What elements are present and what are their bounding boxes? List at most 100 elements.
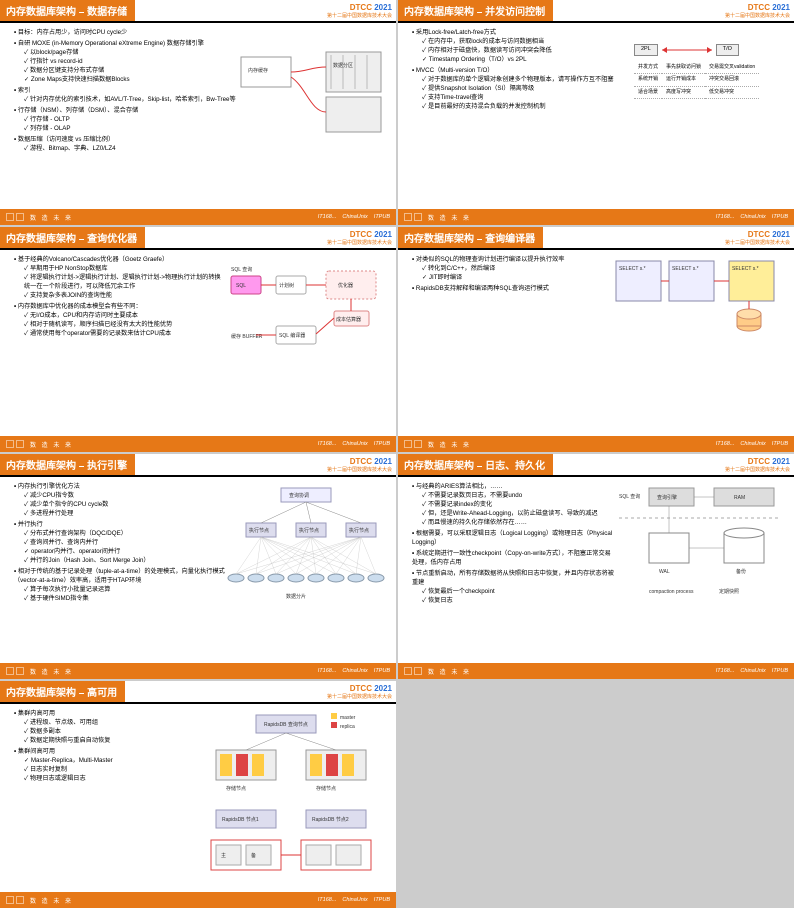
slide-body: 集群内高可用进程级、节点级、可用组数据多副本数据定期快照与重启自动恢复集群间高可… <box>0 704 396 884</box>
svg-text:存储节点: 存储节点 <box>316 785 336 792</box>
svg-text:查询引擎: 查询引擎 <box>657 494 677 501</box>
svg-text:查询协调: 查询协调 <box>289 492 309 499</box>
svg-text:内存缓存: 内存缓存 <box>248 67 268 74</box>
slide-header: 内存数据库架构 – 并发访问控制 DTCC 2021 第十二届中国数据库技术大会 <box>398 0 794 23</box>
sub-bullet: operator内并行、operator间并行 <box>24 548 226 557</box>
slide-footer: 数 造 未 来 IT168...ChinaUnixITPUB <box>0 663 396 679</box>
bullet-list: 基于经典的Volcano/Cascades优化器（Goetz Graefe）早期… <box>14 256 226 339</box>
svg-text:优化器: 优化器 <box>338 282 353 289</box>
sub-bullet: 内存相对于磁盘快，数据读写访问冲突会降低 <box>422 47 634 56</box>
logo-subtitle: 第十二届中国数据库技术大会 <box>327 693 392 700</box>
sub-bullet: 基于硬件SIMD指令集 <box>24 595 226 604</box>
bullet-item: 根据需要，可以采取逻辑日志（Logical Logging）或物理日志（Phys… <box>412 530 614 548</box>
bullet-item: 自研 MOXE (in-Memory Operational eXtreme E… <box>14 40 236 85</box>
footer-brand: IT168... <box>716 441 735 447</box>
svg-text:数据分片: 数据分片 <box>286 593 306 600</box>
sub-bullet: JIT即时编译 <box>422 274 614 283</box>
slide-header: 内存数据库架构 – 数据存储 DTCC 2021 第十二届中国数据库技术大会 <box>0 0 396 23</box>
sub-bullet: 不需要记录数页日志，不需要undo <box>422 492 614 501</box>
svg-text:RapidsDB 查询节点: RapidsDB 查询节点 <box>264 721 308 728</box>
slide-title: 内存数据库架构 – 数据存储 <box>0 0 135 21</box>
conference-logo: DTCC 2021 第十二届中国数据库技术大会 <box>323 683 396 701</box>
svg-text:WHERE r.c = ?: WHERE r.c = ? <box>732 256 766 258</box>
sub-bullet: 以block/page存储 <box>24 49 236 58</box>
bullet-item: 目标：内存占用少，访问时CPU cycle少 <box>14 29 236 38</box>
slide-header: 内存数据库架构 – 日志、持久化 DTCC 2021 第十二届中国数据库技术大会 <box>398 454 794 477</box>
sub-bullet: 针对内存优化的索引技术，如AVL/T-Tree，Skip-list，哈希索引，B… <box>24 96 236 105</box>
logo-title: DTCC 2021 <box>327 457 392 466</box>
footer-text: 数 造 未 来 <box>30 440 73 449</box>
concurrency-diagram: 2PL T/O 并发方式事先获取访问锁交易需交叉validation系统开销运行… <box>634 44 784 99</box>
exec-diagram: 查询协调 执行节点执行节点执行节点 数据分片 <box>226 483 386 623</box>
slide: 内存数据库架构 – 并发访问控制 DTCC 2021 第十二届中国数据库技术大会… <box>398 0 794 225</box>
svg-text:存储节点: 存储节点 <box>226 785 246 792</box>
footer-brand: IT168... <box>318 897 337 903</box>
slide-footer: 数 造 未 来 IT168...ChinaUnixITPUB <box>0 209 396 225</box>
logo-title: DTCC 2021 <box>327 684 392 693</box>
svg-text:replica: replica <box>340 724 355 730</box>
log-diagram: SQL 查询 查询引擎 RAM WAL 备份 compaction proces… <box>614 483 784 623</box>
footer-brand: ITPUB <box>374 214 390 220</box>
conference-logo: DTCC 2021 第十二届中国数据库技术大会 <box>323 2 396 20</box>
slide-header: 内存数据库架构 – 执行引擎 DTCC 2021 第十二届中国数据库技术大会 <box>0 454 396 477</box>
slide-body: 内存执行引擎优化方法减少CPU指令数减少单个指令的CPU cycle数多进程并行… <box>0 477 396 627</box>
bullet-list: 采用Lock-free/Latch-free方式在内存中，获取lock的成本与访… <box>412 29 634 112</box>
sub-bullet: 数据定期快照与重启自动恢复 <box>24 737 186 746</box>
footer-brand: ITPUB <box>374 441 390 447</box>
svg-text:WHERE r.c = 7: WHERE r.c = 7 <box>672 256 706 258</box>
bullet-item: 采用Lock-free/Latch-free方式在内存中，获取lock的成本与访… <box>412 29 634 65</box>
conference-logo: DTCC 2021 第十二届中国数据库技术大会 <box>721 456 794 474</box>
sub-bullet: 支持Time-travel查询 <box>422 94 634 103</box>
slide-body: 与经典的ARIES算法相比，……不需要记录数页日志，不需要undo不需要记录in… <box>398 477 794 627</box>
svg-text:定期快照: 定期快照 <box>719 588 739 595</box>
bullet-item: 相对于传统的基于记录处理（tuple-at-a-time）的处理模式，向量化执行… <box>14 568 226 604</box>
sub-bullet: 但，还是Write-Ahead-Logging，以防止磁盘读写、导致的减迟 <box>422 510 614 519</box>
slide-footer: 数 造 未 来 IT168...ChinaUnixITPUB <box>398 663 794 679</box>
footer-brand: ChinaUnix <box>740 441 765 447</box>
svg-text:WAL: WAL <box>659 569 670 575</box>
footer-brand: ChinaUnix <box>740 214 765 220</box>
svg-text:RAM: RAM <box>734 495 745 501</box>
sub-bullet: 数据多副本 <box>24 728 186 737</box>
svg-text:执行节点: 执行节点 <box>349 527 369 534</box>
footer-brand: IT168... <box>318 668 337 674</box>
bullet-item: RapidsDB支持解释和编译两种SQL查询运行模式 <box>412 285 614 294</box>
bullet-item: 集群间高可用Master-Replica，Multi-Master日志实时复制物… <box>14 748 186 784</box>
svg-text:备: 备 <box>251 852 256 859</box>
bullet-item: 节点重新启动，所有存储数据将从快照和日志中恢复，并且内存状态将被重建恢复最后一个… <box>412 570 614 606</box>
optimizer-diagram: SQL 查询 SQL 计划树 优化器 SQL 编译器 缓存 BUFFER 成本估… <box>226 256 386 376</box>
sub-bullet: 相对于随机读写，顺序扫描已经没有太大的性能优势 <box>24 321 226 330</box>
conference-logo: DTCC 2021 第十二届中国数据库技术大会 <box>721 2 794 20</box>
footer-brand: IT168... <box>318 441 337 447</box>
slide-body: 目标：内存占用少，访问时CPU cycle少自研 MOXE (in-Memory… <box>0 23 396 160</box>
svg-text:备份: 备份 <box>736 568 746 575</box>
sub-bullet: 行指针 vs record-id <box>24 58 236 67</box>
bullet-item: 对类似的SQL的物理查询计划进行编译以提升执行效率转化到C/C++，然后编译JI… <box>412 256 614 283</box>
sub-bullet: Zone Maps支持快速扫描数据Blocks <box>24 76 236 85</box>
bullet-list: 集群内高可用进程级、节点级、可用组数据多副本数据定期快照与重启自动恢复集群间高可… <box>14 710 186 784</box>
footer-text: 数 造 未 来 <box>428 667 471 676</box>
slide-title: 内存数据库架构 – 日志、持久化 <box>398 454 553 475</box>
sub-bullet: 物理日志或逻辑日志 <box>24 775 186 784</box>
svg-text:执行节点: 执行节点 <box>299 527 319 534</box>
sub-bullet: 恢复最后一个checkpoint <box>422 588 614 597</box>
svg-text:RapidsDB 节点1: RapidsDB 节点1 <box>222 817 259 823</box>
slide-footer: 数 造 未 来 IT168...ChinaUnixITPUB <box>398 209 794 225</box>
svg-text:SELECT s.*: SELECT s.* <box>672 266 699 272</box>
bullet-list: 内存执行引擎优化方法减少CPU指令数减少单个指令的CPU cycle数多进程并行… <box>14 483 226 604</box>
footer-text: 数 造 未 来 <box>428 213 471 222</box>
svg-text:SQL 查询: SQL 查询 <box>231 266 252 273</box>
logo-subtitle: 第十二届中国数据库技术大会 <box>725 12 790 19</box>
logo-subtitle: 第十二届中国数据库技术大会 <box>327 239 392 246</box>
sub-bullet: 早期用于HP NonStop数据库 <box>24 265 226 274</box>
logo-subtitle: 第十二届中国数据库技术大会 <box>725 239 790 246</box>
sub-bullet: 查询间并行、查询内并行 <box>24 539 226 548</box>
footer-brand: ChinaUnix <box>342 214 367 220</box>
slide-header: 内存数据库架构 – 查询编译器 DTCC 2021 第十二届中国数据库技术大会 <box>398 227 794 250</box>
sub-bullet: 支持复杂多表JOIN的查询性能 <box>24 292 226 301</box>
logo-title: DTCC 2021 <box>725 230 790 239</box>
slide-title: 内存数据库架构 – 并发访问控制 <box>398 0 553 21</box>
logo-subtitle: 第十二届中国数据库技术大会 <box>327 466 392 473</box>
slide: 内存数据库架构 – 高可用 DTCC 2021 第十二届中国数据库技术大会 集群… <box>0 681 396 908</box>
svg-text:主: 主 <box>221 852 226 859</box>
